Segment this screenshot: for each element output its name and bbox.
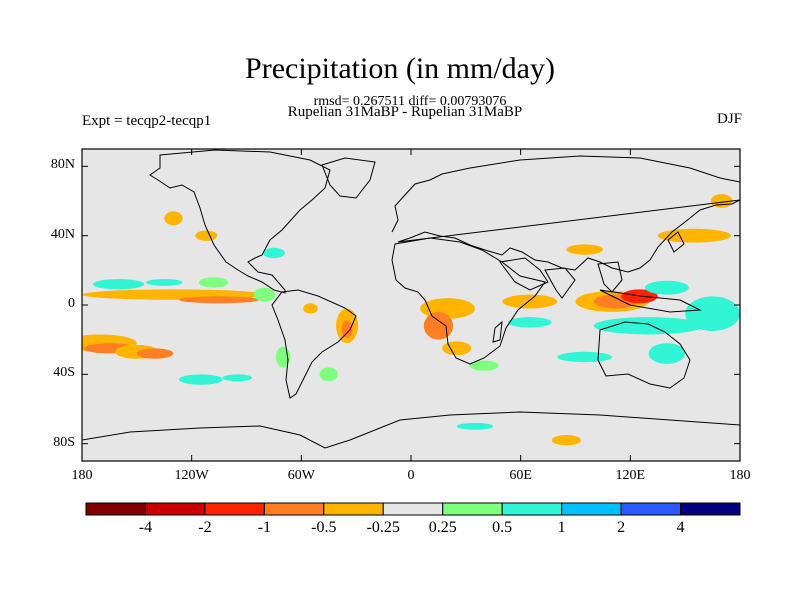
colorbar-label: 2	[617, 519, 626, 536]
anomaly-region-9	[253, 287, 276, 302]
coastline-arabia	[499, 257, 549, 291]
lon-tick-label: 120E	[615, 468, 646, 483]
lat-tick-label: 0	[68, 296, 75, 311]
anomaly-region-33	[557, 351, 613, 363]
coastline-layer	[82, 149, 740, 449]
colorbar-swatch	[382, 502, 444, 516]
anomaly-region-24	[644, 280, 689, 295]
colorbar-label: 1	[557, 519, 566, 536]
lon-tick-label: 180	[71, 468, 93, 483]
colorbar-swatch	[204, 502, 265, 516]
colorbar-swatch	[680, 502, 741, 516]
colorbar-swatch	[263, 502, 325, 516]
anomaly-region-20	[507, 317, 552, 328]
coastline-eurasia	[391, 155, 740, 273]
anomaly-region-14	[319, 367, 338, 382]
coastline-indochina	[597, 261, 623, 293]
colorbar-label: -1	[257, 519, 272, 536]
colorbar-label: -0.5	[311, 519, 337, 536]
colorbar-label: -4	[138, 519, 153, 536]
coastline-africa	[391, 237, 546, 365]
colorbar-swatch	[501, 502, 563, 516]
anomaly-region-35	[551, 435, 581, 446]
anomaly-region-37	[164, 211, 183, 226]
anomaly-region-25	[593, 317, 704, 335]
map-title: Precipitation (in mm/day)	[245, 52, 555, 85]
lon-tick-label: 120W	[174, 468, 209, 483]
colorbar-swatch	[442, 502, 503, 516]
colorbar-swatch	[620, 502, 682, 516]
anomaly-region-16	[423, 311, 454, 340]
lat-tick-label: 80S	[53, 434, 75, 450]
anomaly-region-38	[262, 247, 285, 259]
anomaly-region-19	[502, 294, 558, 309]
lat-tick-label: 40S	[53, 365, 75, 381]
colorbar-swatch	[85, 502, 146, 516]
anomaly-region-5	[178, 296, 260, 304]
coastline-indonesia	[599, 289, 702, 313]
lon-tick-label: 60W	[287, 468, 315, 483]
anomaly-region-7	[145, 279, 183, 286]
experiment-label: Expt = tecqp2-tecqp1	[82, 113, 212, 129]
anomaly-region-28	[566, 244, 603, 255]
anomaly-layer	[82, 194, 740, 446]
anomaly-region-34	[456, 422, 494, 430]
coastline-greenland	[321, 157, 376, 199]
lat-tick-label: 40N	[50, 226, 75, 242]
coastline-antarctica	[82, 411, 740, 449]
anomaly-region-3	[136, 348, 174, 359]
anomaly-region-26	[685, 296, 740, 331]
colorbar-swatch	[323, 502, 384, 516]
lon-tick-label: 0	[407, 468, 415, 483]
anomaly-region-13	[275, 346, 291, 368]
coastline-madagascar	[492, 320, 503, 343]
anomaly-region-18	[469, 360, 499, 371]
lon-tick-label: 60E	[509, 468, 532, 483]
anomaly-region-36	[195, 230, 218, 241]
anomaly-region-17	[442, 341, 472, 356]
colorbar-label: -0.25	[366, 519, 400, 536]
lat-tick-label: 80N	[50, 157, 75, 173]
colorbar-label: -2	[198, 519, 212, 536]
lon-tick-label: 180	[729, 468, 751, 483]
anomaly-region-12	[303, 303, 318, 314]
map-subtitle: Rupelian 31MaBP - Rupelian 31MaBP	[287, 104, 523, 120]
colorbar	[85, 502, 741, 516]
anomaly-region-6	[92, 279, 145, 290]
colorbar-label: 0.25	[428, 519, 457, 536]
anomaly-region-27	[648, 343, 686, 364]
anomaly-region-11	[341, 320, 353, 338]
colorbar-label: 0.5	[492, 519, 513, 536]
stats-line: rmsd= 0.267511 diff= 0.00793076	[313, 94, 507, 109]
coastline-south-america	[271, 289, 357, 399]
anomaly-region-8	[198, 277, 229, 288]
colorbar-label: 4	[676, 519, 685, 536]
tick-marks	[81, 149, 741, 461]
anomaly-region-31	[178, 374, 223, 385]
coastline-australia	[597, 321, 691, 389]
anomaly-region-32	[222, 374, 252, 382]
colorbar-swatch	[561, 502, 622, 516]
season-label: DJF	[716, 111, 742, 127]
colorbar-swatch	[144, 502, 206, 516]
anomaly-region-29	[657, 228, 731, 243]
coastline-india	[544, 267, 576, 299]
coastline-japan	[667, 231, 685, 253]
